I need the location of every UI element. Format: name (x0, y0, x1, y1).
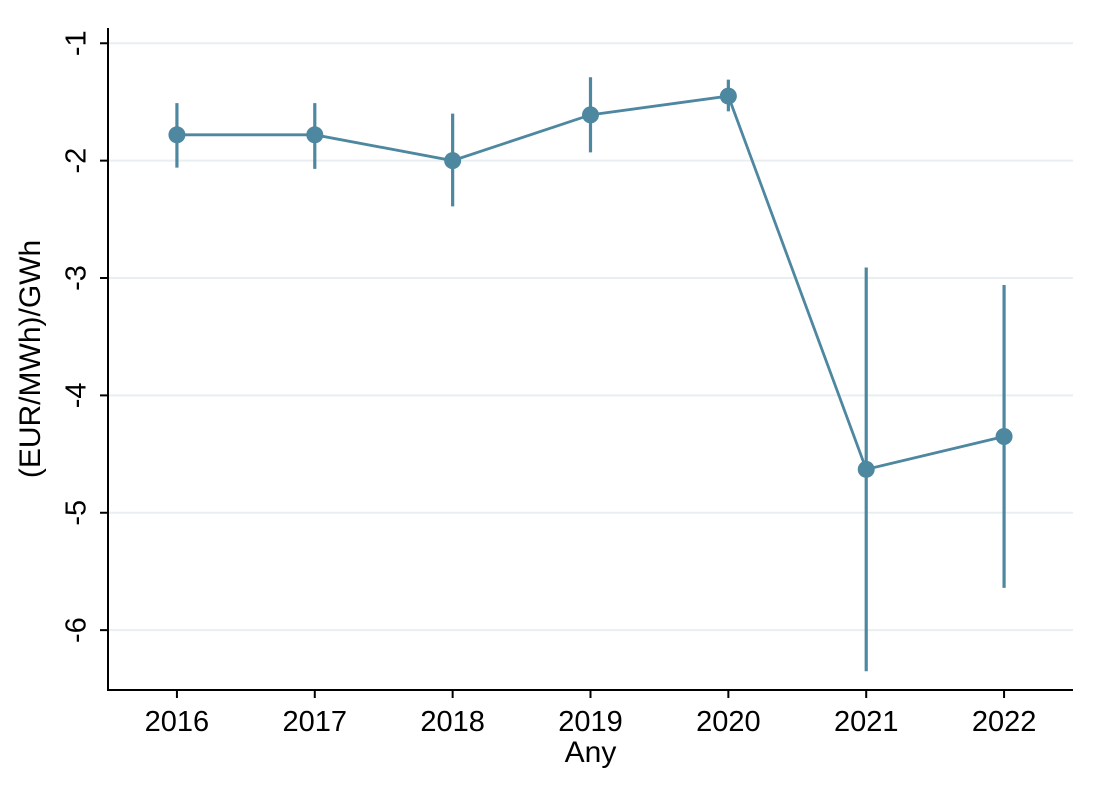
x-axis-title: Any (565, 736, 617, 769)
y-tick-label--5: -5 (61, 500, 93, 526)
y-tick-label--3: -3 (61, 265, 93, 291)
estimate-marker-2020 (719, 87, 737, 105)
estimate-marker-2018 (444, 152, 462, 170)
x-tick-label-2019: 2019 (558, 706, 623, 738)
y-tick-label--2: -2 (61, 148, 93, 174)
x-tick-label-2020: 2020 (696, 706, 761, 738)
x-tick-label-2021: 2021 (834, 706, 899, 738)
x-tick-label-2022: 2022 (972, 706, 1037, 738)
estimate-marker-2016 (168, 126, 186, 144)
estimate-marker-2019 (582, 106, 599, 124)
estimate-marker-2017 (306, 126, 324, 144)
x-tick-label-2017: 2017 (283, 706, 348, 738)
y-tick-label--4: -4 (61, 382, 93, 408)
y-tick-label--1: -1 (61, 30, 93, 56)
y-tick-label--6: -6 (61, 617, 93, 643)
x-tick-label-2018: 2018 (420, 706, 485, 738)
x-tick-label-2016: 2016 (145, 706, 210, 738)
estimate-marker-2021 (857, 460, 875, 478)
estimate-marker-2022 (995, 427, 1013, 445)
y-axis-title: (EUR/MWh)/GWh (14, 240, 47, 478)
